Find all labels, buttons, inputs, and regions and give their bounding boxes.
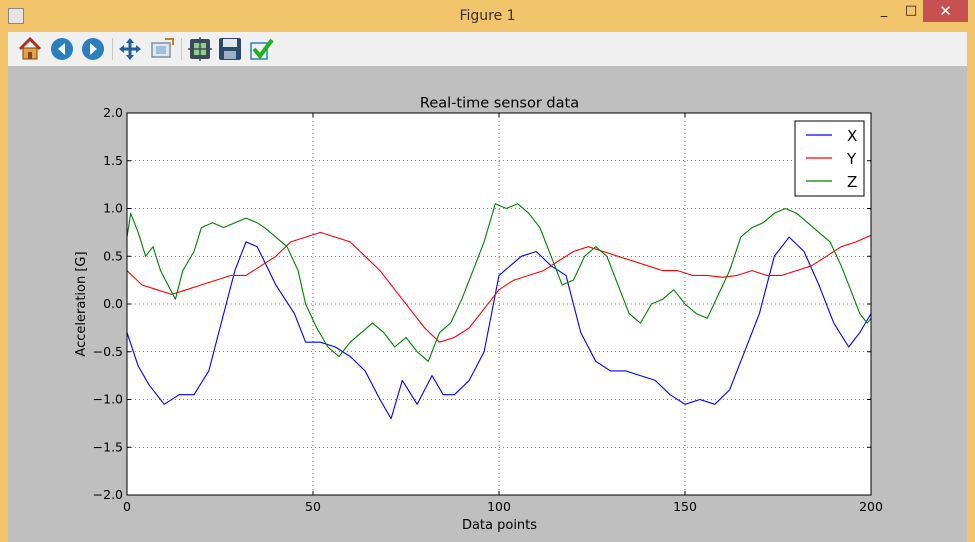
y-tick-label: 1.0 <box>103 201 123 216</box>
zoom-rect-icon <box>151 38 174 58</box>
legend-label-z: Z <box>847 173 857 191</box>
pan-button[interactable] <box>116 35 144 63</box>
checkmark-icon <box>250 38 274 60</box>
x-tick-label: 200 <box>859 499 883 514</box>
series-line-x <box>126 236 872 420</box>
close-button[interactable]: ✕ <box>923 0 968 22</box>
y-tick-label: 2.0 <box>103 105 123 120</box>
legend: XYZ <box>794 120 865 197</box>
y-tick-label: 0.0 <box>103 296 123 311</box>
x-tick-label: 100 <box>487 499 511 514</box>
x-axis-label: Data points <box>462 518 537 533</box>
subplots-icon <box>188 37 212 61</box>
window-title: Figure 1 <box>459 8 516 24</box>
series-line-y <box>126 231 872 343</box>
figure-canvas[interactable]: Real-time sensor data Data points Accele… <box>8 66 967 542</box>
x-tick-label: 50 <box>305 499 321 514</box>
maximize-button[interactable]: □ <box>904 3 918 18</box>
y-tick-label: −0.5 <box>93 344 123 359</box>
app-icon <box>8 8 24 24</box>
x-tick-label: 0 <box>123 499 131 514</box>
toolbar-separator <box>112 38 113 60</box>
toolbar-separator <box>181 38 182 60</box>
save-button[interactable] <box>216 35 244 63</box>
navigation-toolbar <box>8 32 967 67</box>
series-line-z <box>126 203 872 362</box>
apply-button[interactable] <box>248 35 276 63</box>
back-button[interactable] <box>48 35 76 63</box>
y-tick-label: 1.5 <box>103 153 123 168</box>
y-tick-label: −1.0 <box>93 392 123 407</box>
home-icon <box>18 36 42 60</box>
plot-area[interactable]: Real-time sensor data Data points Accele… <box>8 66 967 542</box>
axis-ticks: 0 50 100 150 200 −2.0 −1.5 −1.0 −0.5 0.0 0.5 1.0 1.5… <box>93 105 883 514</box>
y-tick-label: −1.5 <box>93 439 123 454</box>
forward-arrow-icon <box>82 38 104 60</box>
floppy-disk-icon <box>219 38 241 60</box>
home-button[interactable] <box>16 35 44 63</box>
y-axis-label: Acceleration [G] <box>74 251 89 356</box>
title-bar[interactable]: Figure 1 _ □ ✕ <box>0 0 975 32</box>
data-series <box>126 203 872 420</box>
y-tick-label: −2.0 <box>93 487 123 502</box>
pan-arrows-icon <box>119 38 141 60</box>
chart-title: Real-time sensor data <box>420 96 579 112</box>
y-tick-label: 0.5 <box>103 248 123 263</box>
x-tick-label: 150 <box>673 499 697 514</box>
legend-label-x: X <box>847 127 857 145</box>
legend-label-y: Y <box>846 150 857 168</box>
subplots-button[interactable] <box>186 35 214 63</box>
forward-button[interactable] <box>79 35 107 63</box>
back-arrow-icon <box>51 38 73 60</box>
minimize-button[interactable]: _ <box>880 3 888 18</box>
zoom-button[interactable] <box>148 35 176 63</box>
